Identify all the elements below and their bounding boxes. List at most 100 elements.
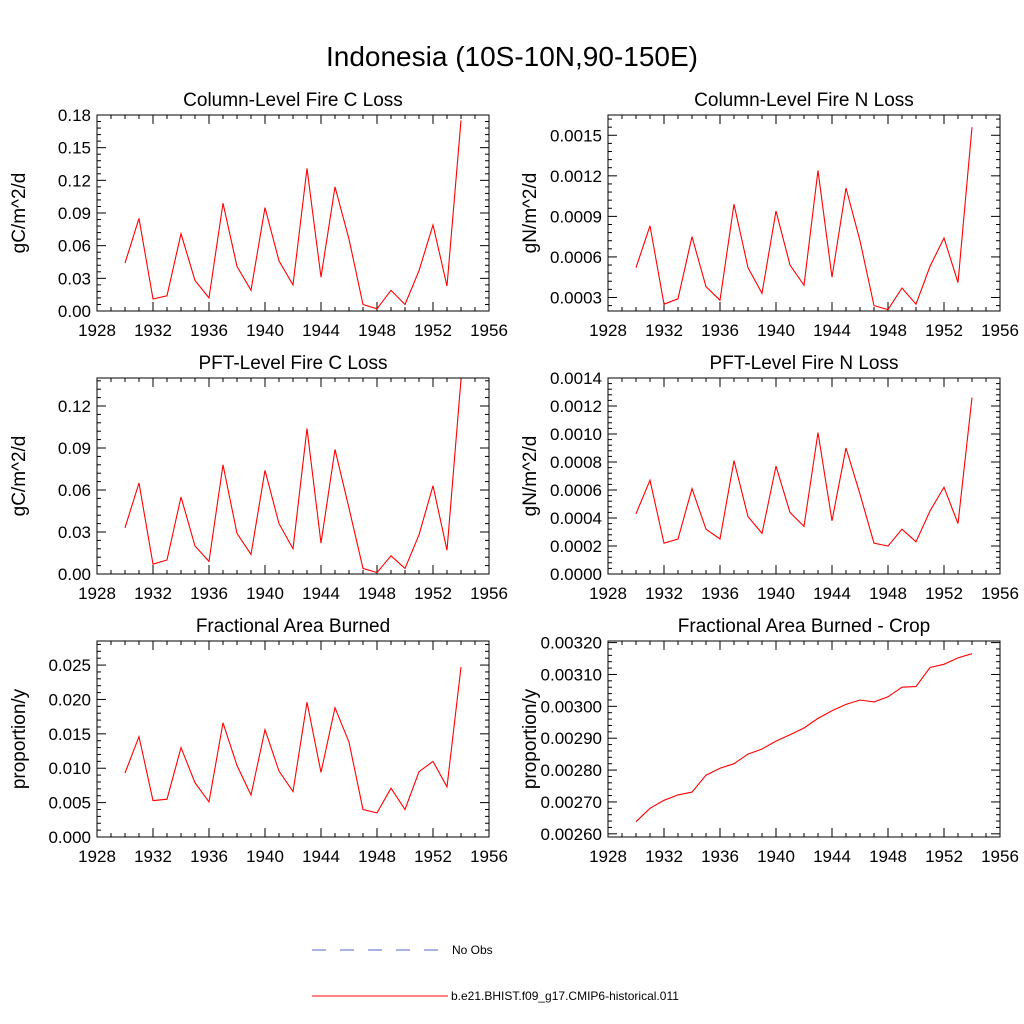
y-tick-label: 0.00310 xyxy=(541,665,602,684)
x-tick-label: 1956 xyxy=(470,584,508,603)
y-axis-label: gC/m^2/d xyxy=(9,436,30,517)
x-tick-label: 1940 xyxy=(246,584,284,603)
y-tick-label: 0.15 xyxy=(58,139,91,158)
x-tick-label: 1940 xyxy=(246,321,284,340)
y-tick-label: 0.0010 xyxy=(550,425,602,444)
x-tick-label: 1952 xyxy=(925,321,963,340)
x-tick-label: 1928 xyxy=(78,847,116,866)
y-tick-label: 0.0003 xyxy=(550,288,602,307)
y-tick-label: 0.015 xyxy=(48,725,91,744)
panel-title: Fractional Area Burned xyxy=(196,616,390,637)
y-tick-label: 0.06 xyxy=(58,237,91,256)
y-axis-label: gN/m^2/d xyxy=(520,436,541,517)
y-tick-label: 0.0014 xyxy=(550,369,602,388)
y-tick-label: 0.00290 xyxy=(541,729,602,748)
x-tick-label: 1936 xyxy=(701,847,739,866)
y-tick-label: 0.09 xyxy=(58,204,91,223)
x-tick-label: 1956 xyxy=(470,847,508,866)
y-tick-label: 0.0015 xyxy=(550,126,602,145)
y-tick-label: 0.0002 xyxy=(550,537,602,556)
series-line xyxy=(124,379,462,574)
x-tick-label: 1928 xyxy=(589,847,627,866)
x-tick-label: 1932 xyxy=(645,847,683,866)
x-tick-label: 1932 xyxy=(134,584,172,603)
x-tick-label: 1956 xyxy=(981,321,1019,340)
x-tick-label: 1940 xyxy=(246,847,284,866)
panel-title: Column-Level Fire N Loss xyxy=(694,90,914,111)
y-axis-label: gC/m^2/d xyxy=(9,173,30,254)
series-line xyxy=(635,653,973,823)
panel-4: PFT-Level Fire N Loss gN/m^2/d 1928 1932 193… xyxy=(520,353,1019,603)
x-tick-label: 1932 xyxy=(134,847,172,866)
legend-model-label: b.e21.BHIST.f09_g17.CMIP6-historical.011 xyxy=(451,989,679,1003)
y-tick-label: 0.00300 xyxy=(541,697,602,716)
y-tick-label: 0.020 xyxy=(48,690,91,709)
panels: Column-Level Fire C Loss gC/m^2/d 1928 1932… xyxy=(9,90,1019,866)
y-tick-label: 0.0008 xyxy=(550,453,602,472)
panel-1: Column-Level Fire C Loss gC/m^2/d 1928 1932… xyxy=(9,90,508,340)
legend: No Obs b.e21.BHIST.f09_g17.CMIP6-histori… xyxy=(312,943,679,1003)
y-tick-label: 0.0006 xyxy=(550,481,602,500)
y-tick-label: 0.00260 xyxy=(541,825,602,844)
panel-6: Fractional Area Burned - Crop proportion/… xyxy=(520,616,1019,866)
y-tick-label: 0.09 xyxy=(58,439,91,458)
x-tick-label: 1944 xyxy=(813,847,851,866)
legend-obs-label: No Obs xyxy=(452,943,493,957)
x-tick-label: 1940 xyxy=(757,847,795,866)
x-tick-label: 1940 xyxy=(757,584,795,603)
x-tick-label: 1928 xyxy=(589,584,627,603)
x-tick-label: 1948 xyxy=(869,584,907,603)
x-tick-label: 1944 xyxy=(813,584,851,603)
x-tick-label: 1948 xyxy=(869,321,907,340)
x-tick-label: 1948 xyxy=(358,584,396,603)
y-tick-label: 0.00270 xyxy=(541,793,602,812)
y-tick-label: 0.0006 xyxy=(550,248,602,267)
x-tick-label: 1932 xyxy=(645,321,683,340)
y-tick-label: 0.03 xyxy=(58,269,91,288)
x-tick-label: 1928 xyxy=(78,584,116,603)
x-tick-label: 1944 xyxy=(302,847,340,866)
y-tick-label: 0.00280 xyxy=(541,761,602,780)
x-tick-label: 1952 xyxy=(414,847,452,866)
y-tick-label: 0.005 xyxy=(48,794,91,813)
plot-frame xyxy=(607,640,1001,838)
x-tick-label: 1940 xyxy=(757,321,795,340)
series-line xyxy=(635,127,973,311)
x-tick-label: 1936 xyxy=(701,584,739,603)
y-tick-label: 0.010 xyxy=(48,759,91,778)
x-tick-label: 1948 xyxy=(358,321,396,340)
y-tick-label: 0.00 xyxy=(58,302,91,321)
y-axis-label: proportion/y xyxy=(520,688,541,789)
y-tick-label: 0.12 xyxy=(58,171,91,190)
panel-5: Fractional Area Burned proportion/y 1928 19… xyxy=(9,616,508,866)
x-tick-label: 1956 xyxy=(981,847,1019,866)
panel-title: PFT-Level Fire N Loss xyxy=(710,353,899,374)
panel-2: Column-Level Fire N Loss gN/m^2/d 1928 1932… xyxy=(520,90,1019,340)
x-tick-label: 1952 xyxy=(414,584,452,603)
series-line xyxy=(635,397,973,547)
x-tick-label: 1956 xyxy=(981,584,1019,603)
x-tick-label: 1948 xyxy=(869,847,907,866)
panel-title: Fractional Area Burned - Crop xyxy=(678,616,930,637)
panel-3: PFT-Level Fire C Loss gC/m^2/d 1928 1932 193… xyxy=(9,353,508,603)
series-line xyxy=(124,667,462,814)
x-tick-label: 1944 xyxy=(302,321,340,340)
series-line xyxy=(124,120,462,310)
x-tick-label: 1956 xyxy=(470,321,508,340)
figure-title: Indonesia (10S-10N,90-150E) xyxy=(326,41,698,72)
y-tick-label: 0.18 xyxy=(58,106,91,125)
y-tick-label: 0.0012 xyxy=(550,397,602,416)
y-tick-label: 0.03 xyxy=(58,523,91,542)
y-tick-label: 0.0009 xyxy=(550,207,602,226)
y-tick-label: 0.0000 xyxy=(550,565,602,584)
y-tick-label: 0.0004 xyxy=(550,509,602,528)
y-axis-label: proportion/y xyxy=(9,688,30,789)
y-tick-label: 0.0012 xyxy=(550,167,602,186)
x-tick-label: 1936 xyxy=(701,321,739,340)
panel-title: PFT-Level Fire C Loss xyxy=(199,353,388,374)
x-tick-label: 1928 xyxy=(78,321,116,340)
y-tick-label: 0.000 xyxy=(48,828,91,847)
x-tick-label: 1932 xyxy=(645,584,683,603)
y-tick-label: 0.00 xyxy=(58,565,91,584)
